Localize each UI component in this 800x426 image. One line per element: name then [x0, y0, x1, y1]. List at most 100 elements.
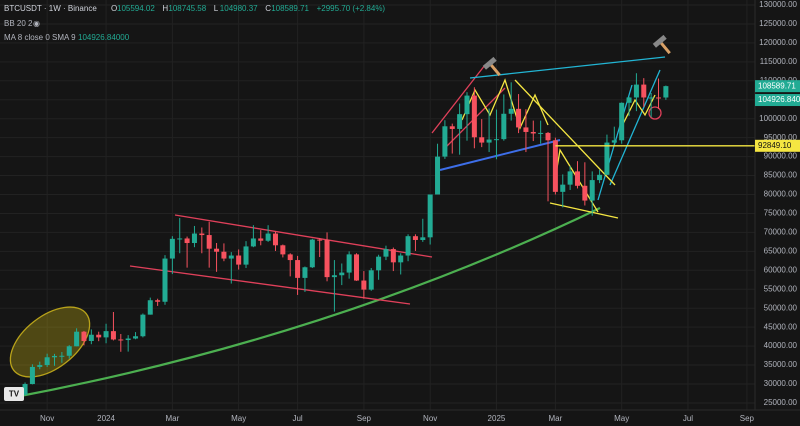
candle-body	[530, 131, 536, 134]
candle-body	[74, 331, 80, 347]
candle-body	[110, 331, 116, 340]
candle-body	[66, 346, 72, 356]
x-tick-label: Mar	[165, 414, 179, 423]
y-tick-label: 80000.00	[764, 190, 798, 199]
price-tag	[755, 94, 800, 107]
candle-body	[37, 365, 43, 367]
candle-body	[52, 355, 58, 358]
ohlc-value: 105594.02	[117, 4, 155, 13]
price-tag-label: 104926.8400	[758, 95, 800, 104]
price-tag-label: 108589.71	[758, 81, 796, 90]
candle-body	[214, 248, 220, 252]
y-tick-label: 40000.00	[764, 341, 798, 350]
candle-body	[295, 260, 301, 278]
y-tick-label: 35000.00	[764, 360, 798, 369]
y-tick-label: 100000.00	[759, 114, 797, 123]
candle-body	[567, 171, 573, 185]
candle-body	[96, 334, 102, 338]
candle-body	[125, 338, 131, 341]
candle-body	[309, 239, 315, 268]
symbol: BTCUSDT · 1W · Binance	[4, 4, 97, 13]
pattern-line	[619, 94, 656, 131]
candle-body	[412, 236, 418, 240]
candle-body	[258, 238, 264, 241]
candle-body	[405, 236, 411, 256]
y-tick-label: 45000.00	[764, 322, 798, 331]
ohlc-key: O	[111, 4, 117, 13]
hammer-icon	[482, 56, 501, 77]
candle-body	[22, 384, 28, 395]
y-tick-label: 125000.00	[759, 19, 797, 28]
y-tick-label: 95000.00	[764, 133, 798, 142]
candle-body	[236, 255, 242, 265]
candle-body	[619, 102, 625, 141]
candle-body	[383, 249, 389, 257]
candle-body	[265, 233, 271, 241]
ohlc-key: H	[162, 4, 168, 13]
candle-body	[390, 249, 396, 263]
ohlc: O 105594.02 H 108745.58 L 104980.37 C 108589.71…	[111, 4, 385, 13]
candle-body	[574, 171, 580, 186]
candle-body	[302, 267, 308, 278]
y-tick-label: 90000.00	[764, 152, 798, 161]
candle-body	[346, 254, 352, 273]
candle-body	[206, 235, 212, 249]
grid	[0, 0, 755, 410]
candles	[7, 73, 669, 398]
candle-body	[169, 238, 175, 259]
candle-body	[582, 185, 588, 201]
hammer-icon	[652, 34, 671, 55]
candle-body	[103, 331, 109, 338]
time-axis	[0, 410, 800, 426]
candle-body	[493, 139, 499, 141]
candle-body	[398, 255, 404, 263]
channel-line	[129, 265, 411, 305]
candle-body	[228, 255, 234, 259]
candle-body	[479, 137, 485, 143]
support-curve	[9, 207, 601, 400]
ohlc-value: 108589.71	[271, 4, 309, 13]
candle-body	[508, 108, 514, 114]
candle-body	[81, 331, 87, 341]
indicator-name: MA 8 close 0 SMA 9	[4, 33, 76, 42]
trend-line	[514, 79, 616, 186]
candle-body	[199, 233, 205, 236]
y-tick-label: 75000.00	[764, 209, 798, 218]
candle-body	[324, 239, 330, 278]
x-tick-label: May	[614, 414, 629, 423]
candle-body	[486, 139, 492, 143]
candle-body	[457, 114, 463, 129]
ohlc-value: 104980.37	[220, 4, 258, 13]
x-tick-label: 2025	[488, 414, 506, 423]
y-tick-label: 115000.00	[760, 57, 798, 66]
candle-body	[656, 97, 662, 99]
marker-circle	[648, 106, 662, 120]
candle-body	[272, 233, 278, 246]
price-tag	[755, 139, 800, 152]
candle-body	[611, 140, 617, 143]
candle-body	[29, 366, 35, 385]
candle-body	[317, 239, 323, 241]
channel-line	[174, 214, 433, 258]
y-tick-label: 50000.00	[764, 303, 798, 312]
candle-body	[147, 300, 153, 315]
candle-body	[331, 275, 337, 278]
x-tick-label: Jul	[683, 414, 693, 423]
candle-body	[442, 126, 448, 157]
candle-body	[59, 355, 65, 357]
candle-body	[663, 86, 669, 98]
candle-body	[648, 97, 654, 99]
candle-body	[552, 140, 558, 192]
candle-body	[354, 254, 360, 281]
candle-body	[516, 108, 522, 128]
candle-body	[538, 132, 544, 134]
candle-body	[191, 233, 197, 244]
x-tick-label: May	[231, 414, 246, 423]
ohlc-value: 108745.58	[168, 4, 206, 13]
trend-line	[439, 139, 561, 171]
trend-line	[469, 56, 666, 79]
highlight-ellipse	[9, 306, 91, 378]
x-tick-label: Mar	[548, 414, 562, 423]
